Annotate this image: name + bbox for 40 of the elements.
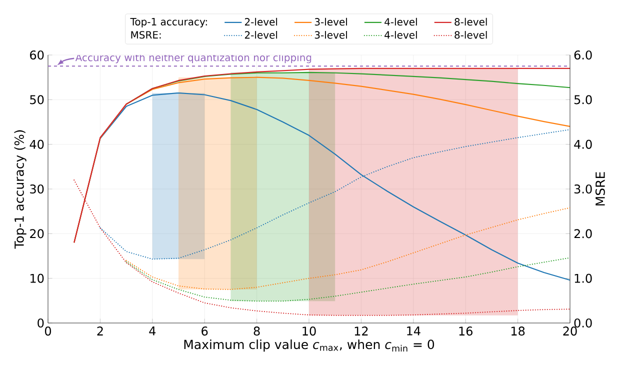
x-axis-title: Maximum clip value c$_{max}$, when c$_{min}$ = 0: [184, 339, 434, 352]
legend-label: 3-level: [314, 30, 347, 39]
y2-tick-label: 3.0: [574, 184, 592, 194]
y-tick-label: 60: [30, 50, 44, 60]
y2-tick-label: 2.0: [574, 229, 592, 238]
y2-tick-label: 4.0: [574, 140, 592, 149]
y2-tick-label: 5.0: [574, 95, 592, 104]
y-axis-title: Top-1 accuracy (%): [14, 130, 26, 249]
x-tick-label: 8: [254, 326, 260, 336]
y-tick-label: 40: [30, 140, 44, 149]
x-tick-label: 18: [511, 326, 525, 336]
x-tick-label: 10: [302, 326, 316, 336]
y2-tick-label: 1.0: [574, 274, 592, 283]
y-tick-label: 10: [30, 274, 44, 283]
legend-label: 2-level: [244, 30, 278, 39]
y-tick-label: 20: [30, 229, 44, 238]
legend-label: 2-level: [244, 18, 278, 26]
x-tick-label: 4: [149, 326, 156, 336]
y2-tick-label: 0.0: [574, 318, 592, 328]
x-tick-label: 20: [563, 326, 577, 336]
text: MSRE:: [131, 31, 161, 39]
x-tick-label: 6: [202, 326, 208, 336]
line-series: [74, 92, 570, 281]
legend-label: 4-level: [384, 30, 417, 39]
legend-label: 3-level: [314, 18, 347, 26]
x-tick-label: 14: [407, 326, 420, 336]
y-tick-label: 0: [38, 318, 44, 328]
legend-label: 8-level: [454, 30, 487, 39]
y-tick-label: 50: [30, 95, 44, 104]
x-tick-label: 12: [354, 326, 368, 336]
y2-tick-label: 6.0: [574, 50, 592, 60]
x-tick-label: 0: [44, 326, 52, 336]
legend-label: 8-level: [454, 18, 487, 26]
y-tick-label: 30: [30, 184, 44, 194]
y2-axis-title: MSRE: [595, 172, 605, 206]
x-tick-label: 2: [97, 326, 103, 336]
x-tick-label: 16: [459, 326, 472, 336]
text: Top-1 accuracy:: [130, 18, 207, 28]
line-series: [126, 257, 570, 302]
legend-label: 4-level: [384, 18, 417, 26]
